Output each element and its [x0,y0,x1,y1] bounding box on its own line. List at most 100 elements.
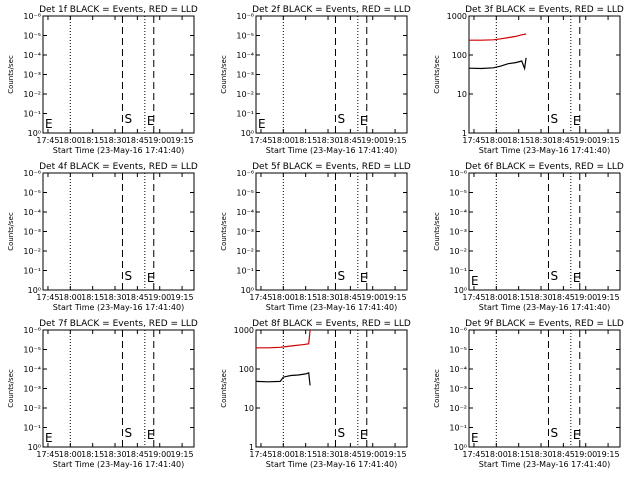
y-tick-label: 10⁻⁶ [449,326,467,335]
plot-frame [255,15,408,134]
annotation-label: E [147,428,155,442]
y-axis-label: Counts/sec [7,55,15,94]
y-axis-label: Counts/sec [433,369,441,408]
x-tick-label: 18:45 [552,293,575,302]
x-tick-label: 18:15 [81,450,104,459]
annotation-label: E [360,271,368,285]
annotation-label: S [124,269,132,283]
plot-frame [255,172,408,291]
y-tick-label: 10⁻¹ [23,110,41,119]
x-tick-label: 19:00 [148,136,171,145]
x-tick-label: 19:15 [384,450,407,459]
y-tick-label: 10⁰ [28,286,41,295]
y-tick-label: 10⁻⁶ [23,12,41,21]
panel-7: Det 7f BLACK = Events, RED = LLD 10⁰ 10⁻¹ 1… [7,319,198,469]
series-line [469,33,527,41]
x-tick-label: 18:00 [59,136,82,145]
x-tick-label: 17:45 [249,293,272,302]
y-tick-label: 10⁻¹ [236,267,254,276]
x-tick-label: 18:15 [81,293,104,302]
x-axis-label: Start Time (23-May-16 17:41:40) [479,460,610,469]
y-tick-label: 1 [249,443,254,452]
y-tick-label: 10⁻² [23,404,41,413]
series-line [255,371,311,386]
x-tick-label: 18:00 [485,293,508,302]
x-tick-label: 18:15 [507,293,530,302]
y-tick-label: 1000 [447,12,467,21]
x-axis-label: Start Time (23-May-16 17:41:40) [266,146,397,155]
x-tick-label: 18:30 [103,293,126,302]
y-tick-label: 10⁻³ [23,385,41,394]
y-tick-label: 10⁻³ [236,71,254,80]
x-tick-label: 18:30 [103,450,126,459]
x-tick-label: 18:00 [272,136,295,145]
x-tick-label: 18:45 [339,293,362,302]
x-tick-label: 18:00 [485,136,508,145]
plot-frame [468,329,621,448]
panel-title: Det 1f BLACK = Events, RED = LLD [39,5,198,15]
y-tick-label: 10⁻⁵ [23,346,41,355]
x-tick-label: 17:45 [36,136,59,145]
x-axis-label: Start Time (23-May-16 17:41:40) [266,303,397,312]
y-tick-label: 1 [462,129,467,138]
y-axis-label: Counts/sec [433,212,441,251]
y-tick-label: 10⁻⁴ [23,365,41,374]
x-tick-label: 19:00 [574,450,597,459]
y-tick-label: 10⁻⁵ [236,32,254,41]
y-tick-label: 10⁰ [454,443,467,452]
y-tick-label: 10⁻⁶ [236,12,254,21]
annotation-label: S [550,426,558,440]
y-tick-label: 10⁻⁵ [449,189,467,198]
x-tick-label: 19:15 [384,293,407,302]
y-tick-label: 10⁻⁵ [23,32,41,41]
y-tick-label: 10 [244,404,254,413]
x-axis-label: Start Time (23-May-16 17:41:40) [53,146,184,155]
y-tick-label: 10⁰ [241,286,254,295]
y-tick-label: 10⁻² [23,90,41,99]
x-tick-label: 19:00 [361,136,384,145]
x-tick-label: 19:15 [384,136,407,145]
y-tick-label: 10⁻¹ [449,267,467,276]
series-line [256,329,311,349]
y-tick-label: 10⁻⁵ [236,189,254,198]
annotation-label: E [573,428,581,442]
y-tick-label: 10⁻³ [449,228,467,237]
x-tick-label: 18:15 [507,450,530,459]
plot-frame [468,172,621,291]
annotation-label: S [124,426,132,440]
y-tick-label: 10⁻⁶ [236,169,254,178]
x-tick-label: 19:00 [148,293,171,302]
y-tick-label: 10⁻² [236,90,254,99]
x-tick-label: 18:30 [316,450,339,459]
annotation-label: E [147,271,155,285]
series-line [468,57,527,71]
annotation-label: E [471,431,479,445]
panel-title: Det 4f BLACK = Events, RED = LLD [39,162,198,172]
y-tick-label: 10⁻⁶ [23,326,41,335]
y-tick-label: 10⁻¹ [23,267,41,276]
x-tick-label: 18:15 [294,293,317,302]
x-tick-label: 18:30 [316,293,339,302]
y-tick-label: 10⁻⁶ [449,169,467,178]
plot-frame [42,15,195,134]
annotation-label: S [124,112,132,126]
y-tick-label: 10⁻⁶ [23,169,41,178]
annotation-label: E [360,428,368,442]
panel-title: Det 5f BLACK = Events, RED = LLD [252,162,411,172]
annotation-label: S [550,112,558,126]
x-tick-label: 18:00 [272,450,295,459]
x-tick-label: 17:45 [462,293,485,302]
x-tick-label: 19:15 [597,293,620,302]
annotation-label: E [573,271,581,285]
x-tick-label: 18:30 [316,136,339,145]
x-tick-label: 18:15 [81,136,104,145]
panel-9: Det 9f BLACK = Events, RED = LLD 10⁰ 10⁻¹ 1… [433,319,624,469]
x-tick-label: 17:45 [249,450,272,459]
y-tick-label: 10⁻³ [23,228,41,237]
x-axis-label: Start Time (23-May-16 17:41:40) [479,146,610,155]
annotation-label: E [45,431,53,445]
y-axis-label: Counts/sec [433,55,441,94]
x-axis-label: Start Time (23-May-16 17:41:40) [266,460,397,469]
y-axis-label: Counts/sec [7,369,15,408]
x-tick-label: 17:45 [462,136,485,145]
